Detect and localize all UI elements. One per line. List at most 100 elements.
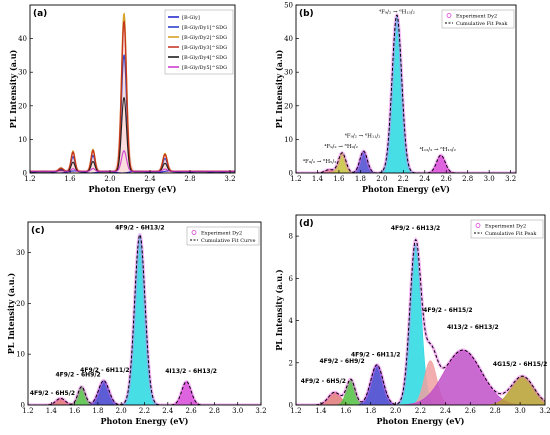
- x-tick-label: 1.4: [46, 407, 58, 415]
- x-axis-label: Photon Energy (eV): [89, 184, 177, 194]
- legend-entry: [B-Gly/Dy4]^SDG: [182, 54, 227, 61]
- y-tick-label: 2: [289, 359, 293, 367]
- x-tick-label: 1.6: [69, 407, 81, 415]
- x-tick-label: 2.4: [162, 407, 174, 415]
- legend-marker-experiment: [475, 223, 481, 228]
- panel-label-b: (b): [299, 9, 314, 19]
- cumulative-fit-curve: [296, 238, 545, 405]
- fit-peak-4: [296, 360, 545, 405]
- y-tick-label: 0: [21, 402, 25, 410]
- x-tick-label: 2.6: [186, 407, 198, 415]
- y-axis-label: PL Intensity (a.u.): [6, 273, 16, 355]
- legend-marker-experiment: [446, 13, 452, 18]
- axes-frame-a: [29, 4, 236, 174]
- x-tick-label: 2.8: [462, 175, 473, 183]
- x-tick-label: 1.2: [24, 175, 35, 183]
- legend-entry: [B-Gly/Dy1]^SDG: [182, 24, 227, 31]
- series-line-4: [30, 96, 235, 173]
- peak-annotation: ⁴F₉/₂ → ⁶H₁₁/₂: [345, 133, 381, 140]
- y-tick-label: 20: [18, 102, 27, 110]
- x-tick-label: 1.6: [333, 175, 345, 183]
- y-axis-label: PL Intensity (a.u): [274, 49, 284, 128]
- peak-annotation: 4F9/2 - 6H13/2: [115, 225, 164, 232]
- x-tick-label: 1.2: [22, 407, 33, 415]
- legend-entry: [B-Gly]: [182, 15, 200, 21]
- peak-annotation: 4I13/2 - 6H13/2: [165, 368, 217, 375]
- panel-label-a: (a): [33, 9, 47, 19]
- y-tick-label: 30: [284, 69, 293, 77]
- legend-box: [186, 226, 260, 246]
- y-tick-label: 30: [16, 249, 25, 257]
- y-tick-label: 20: [16, 300, 25, 308]
- legend-marker-experiment: [191, 230, 197, 235]
- y-tick-label: 10: [284, 136, 293, 144]
- y-tick-label: 30: [18, 69, 27, 77]
- panel-c: 1.2 1.4 1.6 1.8 2.0 2.2 2.4 2.6 2.8 3.0 3.2 0 10 20 30…: [6, 221, 267, 426]
- x-tick-label: 2.2: [398, 175, 409, 183]
- plot-area-c: [28, 232, 261, 405]
- x-tick-label: 1.8: [365, 407, 376, 415]
- x-tick-label: 3.0: [484, 175, 495, 183]
- legend-entry: Experiment Dy2: [456, 14, 497, 20]
- cumulative-fit-curve: [28, 234, 261, 405]
- x-axis-label: Photon Energy (eV): [377, 416, 465, 426]
- legend-box: [470, 219, 544, 239]
- x-tick-label: 3.0: [515, 407, 526, 415]
- legend-entry: [B-Gly/Dy5]^SDG: [182, 64, 227, 71]
- x-tick-label: 3.2: [539, 407, 550, 415]
- peak-annotation: 4F9/2 - 6H9/2: [55, 372, 100, 379]
- peak-annotation: 4F9/2 - 6H11/2: [351, 351, 400, 358]
- x-tick-label: 1.8: [92, 407, 103, 415]
- legend-entry: [B-Gly/Dy3]^SDG: [182, 44, 227, 51]
- x-tick-label: 2.8: [209, 407, 220, 415]
- peak-annotation: ⁴F₉/₂ → ⁶H₁₃/₂: [379, 8, 415, 15]
- cumulative-fit-curve: [296, 14, 516, 173]
- y-tick-label: 0: [289, 402, 293, 410]
- fit-peak-1: [296, 152, 516, 173]
- y-tick-label: 40: [284, 35, 293, 43]
- panel-d: 1.2 1.4 1.6 1.8 2.0 2.2 2.4 2.6 2.8 3.0 3.2 0 2 4 6 8 Ph…: [274, 214, 550, 426]
- x-tick-label: 2.4: [419, 175, 431, 183]
- x-axis-label: Photon Energy (eV): [101, 416, 189, 426]
- x-tick-label: 3.2: [224, 175, 235, 183]
- x-tick-label: 2.0: [104, 175, 115, 183]
- legend-entry: [B-Gly/Dy2]^SDG: [182, 34, 227, 41]
- peak-annotation: 4F9/2 - 6H9/2: [319, 358, 364, 365]
- legend-entry: Experiment Dy2: [485, 224, 526, 230]
- fit-peak-3: [296, 244, 545, 405]
- x-tick-label: 2.8: [490, 407, 501, 415]
- y-tick-label: 10: [18, 136, 27, 144]
- y-tick-label: 40: [18, 35, 27, 43]
- y-tick-label: 6: [289, 275, 294, 283]
- x-tick-label: 2.2: [415, 407, 426, 415]
- y-tick-label: 50: [284, 2, 293, 10]
- x-tick-label: 2.4: [144, 175, 156, 183]
- x-tick-label: 3.2: [505, 175, 516, 183]
- series-line-5: [30, 150, 235, 172]
- y-tick-label: 8: [289, 233, 293, 241]
- x-tick-label: 1.2: [290, 175, 301, 183]
- x-tick-label: 2.0: [116, 407, 127, 415]
- x-tick-label: 3.2: [255, 407, 266, 415]
- x-tick-label: 1.4: [315, 407, 327, 415]
- peak-annotation: 4I13/2 - 6H13/2: [447, 324, 499, 331]
- x-tick-label: 1.2: [290, 407, 301, 415]
- peak-annotation: ⁴F₉/₂ → ⁶H₉/₂: [324, 143, 358, 150]
- y-tick-label: 10: [16, 351, 25, 359]
- peak-annotation: 4F9/2 - 6H5/2: [30, 390, 75, 397]
- panel-label-d: (d): [299, 219, 314, 229]
- x-tick-label: 1.6: [340, 407, 352, 415]
- x-tick-label: 2.2: [139, 407, 150, 415]
- legend-box: [164, 9, 234, 75]
- x-tick-label: 1.6: [64, 175, 76, 183]
- peak-annotation: 4F9/2 - 6H5/2: [301, 378, 346, 385]
- y-axis-label: PL Intensity (a.u): [8, 49, 18, 128]
- x-tick-label: 1.4: [312, 175, 324, 183]
- legend-entry: Cumulative Fit Curve: [201, 238, 255, 244]
- x-tick-label: 2.0: [390, 407, 401, 415]
- x-tick-label: 2.6: [465, 407, 477, 415]
- x-tick-label: 1.8: [355, 175, 366, 183]
- y-tick-label: 0: [23, 170, 27, 178]
- y-tick-label: 20: [284, 102, 293, 110]
